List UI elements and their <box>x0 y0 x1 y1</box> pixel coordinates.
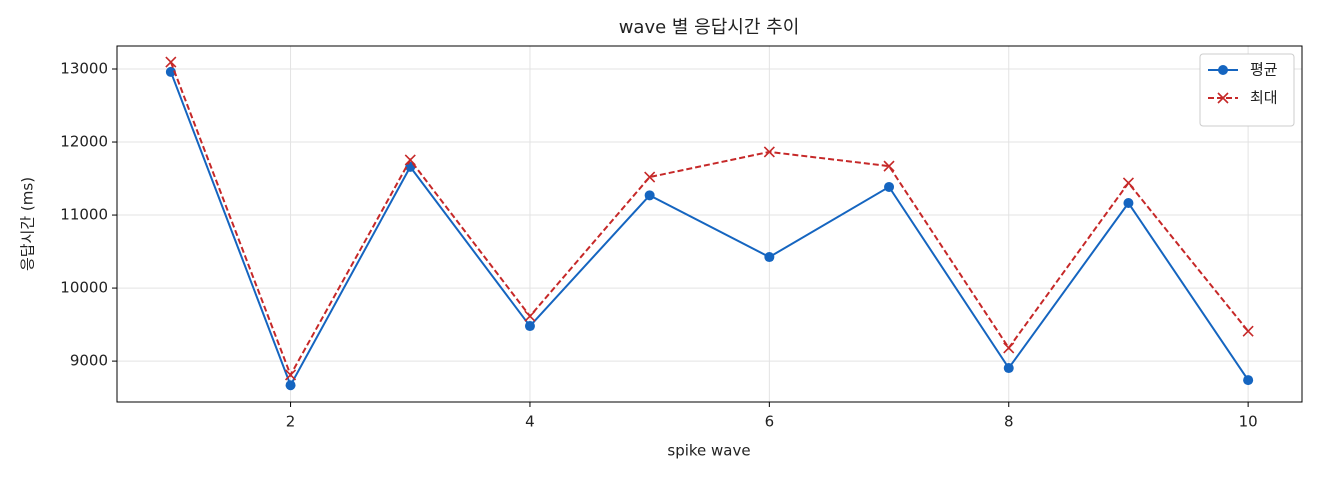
plot-frame <box>116 45 1303 403</box>
legend-marker <box>1217 92 1229 104</box>
point <box>644 171 656 183</box>
point <box>1242 325 1254 337</box>
chart-title: wave 별 응답시간 추이 <box>619 17 800 38</box>
series-line <box>169 71 1249 388</box>
point <box>165 56 177 68</box>
point <box>1243 375 1254 386</box>
legend-marker <box>1218 65 1228 75</box>
y-tick-label: 9000 <box>70 352 108 370</box>
point <box>165 66 176 77</box>
x-tick-label: 4 <box>525 413 535 431</box>
series-line <box>169 61 1249 378</box>
point <box>1122 177 1135 189</box>
y-axis-label: 응답시간 (ms) <box>19 177 37 271</box>
point <box>1003 363 1014 374</box>
y-tick-label: 12000 <box>60 133 108 151</box>
legend-label: 평균 <box>1250 61 1278 79</box>
x-tick-label: 10 <box>1239 413 1258 431</box>
point <box>644 190 655 201</box>
point <box>285 380 296 391</box>
point <box>884 181 895 192</box>
point <box>284 369 297 381</box>
point <box>524 321 535 332</box>
point <box>1003 342 1015 354</box>
point <box>764 252 775 263</box>
point <box>763 146 775 158</box>
y-tick-label: 10000 <box>60 279 108 297</box>
x-axis-label: spike wave <box>667 442 750 460</box>
legend-box <box>1199 53 1295 127</box>
point <box>404 154 416 166</box>
y-tick-label: 11000 <box>60 206 108 224</box>
point <box>1123 198 1134 209</box>
y-tick-label: 13000 <box>60 60 108 78</box>
point <box>883 160 895 172</box>
x-tick-label: 8 <box>1004 413 1014 431</box>
x-tick-label: 6 <box>765 413 775 431</box>
x-tick-label: 2 <box>286 413 296 431</box>
point <box>524 310 536 322</box>
legend-label: 최대 <box>1250 89 1278 107</box>
